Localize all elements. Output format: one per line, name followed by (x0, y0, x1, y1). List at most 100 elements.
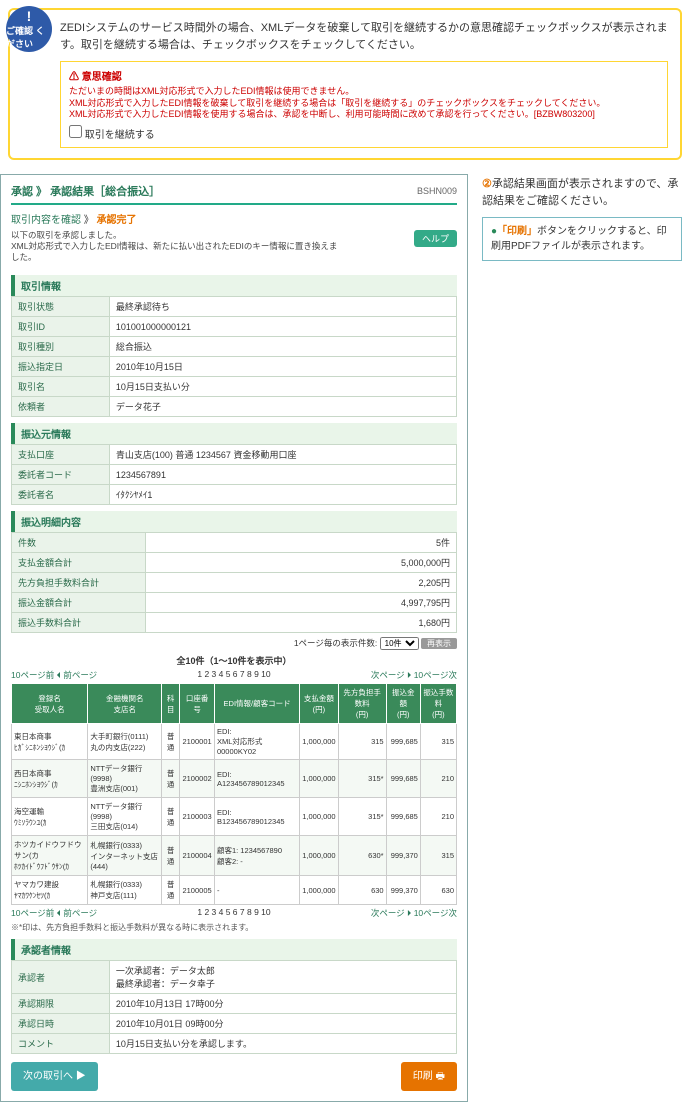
kv-key: 支払金額合計 (12, 553, 146, 573)
kv-key: 支払口座 (12, 445, 110, 465)
panel-code: BSHN009 (417, 186, 457, 196)
cell: 2100004 (180, 836, 215, 876)
warn-title: 意思確認 (69, 68, 659, 83)
cell: ヤマカワ建設 ﾔﾏｶﾜｹﾝｾﾂ(ｶ (12, 876, 88, 905)
kv-key: 承認期限 (12, 994, 110, 1014)
next-txn-button[interactable]: 次の取引へ ▶ (11, 1062, 98, 1091)
kv-key: 依頼者 (12, 397, 110, 417)
notice-badge: ご確認 ください (6, 6, 52, 52)
cell: 999,685 (386, 798, 420, 836)
kv-value: 10月15日支払い分 (109, 377, 456, 397)
kv-key: 取引状態 (12, 297, 110, 317)
status-value: 承認完了 (97, 215, 137, 226)
kv-key: 振込指定日 (12, 357, 110, 377)
cell: 999,370 (386, 836, 420, 876)
col-header: EDI情報/顧客コード (214, 684, 299, 724)
cell: 1,000,000 (300, 760, 338, 798)
cell: - (214, 876, 299, 905)
cell: 210 (420, 798, 456, 836)
kv-value: 最終承認待ち (109, 297, 456, 317)
prev10-link-b[interactable]: 10ページ前 (11, 908, 54, 918)
section-src: 振込元情報 (11, 423, 457, 444)
pager-summary: 全10件（1～10件を表示中） (11, 654, 457, 667)
kv-value: 2,205円 (145, 573, 457, 593)
next10-link[interactable]: 10ページ次 (414, 670, 457, 680)
continue-checkbox-label: 取引を継続する (85, 130, 155, 141)
panel-title: 承認 》 承認結果［総合振込］ (11, 183, 160, 199)
page-numbers[interactable]: 1 2 3 4 5 6 7 8 9 10 (197, 669, 270, 681)
print-button[interactable]: 印刷 🖶 (401, 1062, 457, 1091)
approver-table: 承認者一次承認者：データ太郎 最終承認者：データ幸子承認期限2010年10月13… (11, 960, 457, 1054)
kv-key: 取引種別 (12, 337, 110, 357)
notice-badge-text: ご確認 ください (6, 24, 52, 50)
src-table: 支払口座青山支店(100) 普通 1234567 資金移動用口座委託者コード12… (11, 444, 457, 505)
help-button[interactable]: ヘルプ (414, 230, 457, 247)
col-header: 科目 (162, 684, 180, 724)
cell: 西日本商事 ﾆｼﾆﾎﾝｼﾖｳｼﾞ(ｶ (12, 760, 88, 798)
cell: 999,370 (386, 876, 420, 905)
status-line: 取引内容を確認 》 承認完了 (11, 211, 457, 226)
step-number: ② (482, 178, 492, 190)
kv-key: 件数 (12, 533, 146, 553)
cell: 海空運輸 ｳﾐｿﾗｳﾝﾕ(ｶ (12, 798, 88, 836)
continue-checkbox[interactable] (69, 125, 82, 138)
tip-box: ●「印刷」ボタンをクリックすると、印刷用PDFファイルが表示されます。 (482, 217, 682, 261)
cell: 普通 (162, 760, 180, 798)
cell: 普通 (162, 836, 180, 876)
kv-value: 10月15日支払い分を承認します。 (109, 1034, 456, 1054)
cell: 210 (420, 760, 456, 798)
kv-value: 1234567891 (109, 465, 456, 485)
prev-link[interactable]: 前ページ (63, 670, 97, 680)
panel-title-row: 承認 》 承認結果［総合振込］ BSHN009 (11, 183, 457, 205)
prev-link-b[interactable]: 前ページ (63, 908, 97, 918)
next-link[interactable]: 次ページ (371, 670, 405, 680)
prev-arrow-icon: ⏴ (57, 908, 61, 918)
cell: 630 (420, 876, 456, 905)
txn-table: 取引状態最終承認待ち取引ID101001000000121取引種別総合振込振込指… (11, 296, 457, 417)
kv-value: 総合振込 (109, 337, 456, 357)
warn-box: 意思確認 ただいまの時間はXML対応形式で入力したEDI情報は使用できません。 … (60, 61, 668, 148)
kv-value: 4,997,795円 (145, 593, 457, 613)
next10-link-b[interactable]: 10ページ次 (414, 908, 457, 918)
kv-value: 2010年10月15日 (109, 357, 456, 377)
prev10-link[interactable]: 10ページ前 (11, 670, 54, 680)
col-header: 口座番号 (180, 684, 215, 724)
prev-arrow-icon: ⏴ (57, 670, 61, 680)
kv-key: 委託者名 (12, 485, 110, 505)
next-link-b[interactable]: 次ページ (371, 908, 405, 918)
col-header: 支払金額 (円) (300, 684, 338, 724)
kv-key: 先方負担手数料合計 (12, 573, 146, 593)
page-controls-top: 10ページ前 ⏴ 前ページ 1 2 3 4 5 6 7 8 9 10 次ページ … (11, 669, 457, 681)
next-arrow-icon: ⏵ (407, 908, 411, 918)
col-header: 振込金額 (円) (386, 684, 420, 724)
table-row: 西日本商事 ﾆｼﾆﾎﾝｼﾖｳｼﾞ(ｶNTTデータ銀行(9998) 豊洲支店(00… (12, 760, 457, 798)
kv-value: ｲﾀｸｼﾔﾒｲ1 (109, 485, 456, 505)
kv-key: コメント (12, 1034, 110, 1054)
per-page-label: 1ページ毎の表示件数: (294, 638, 377, 648)
kv-value: 一次承認者：データ太郎 最終承認者：データ幸子 (109, 961, 456, 994)
col-header: 金融機関名 支店名 (88, 684, 162, 724)
col-header: 振込手数料 (円) (420, 684, 456, 724)
cell: 630* (338, 836, 386, 876)
kv-value: 青山支店(100) 普通 1234567 資金移動用口座 (109, 445, 456, 465)
kv-key: 取引ID (12, 317, 110, 337)
per-page-select[interactable]: 10件 (380, 637, 419, 650)
cell: 1,000,000 (300, 798, 338, 836)
cell: 顧客1: 1234567890 顧客2: - (214, 836, 299, 876)
table-row: ヤマカワ建設 ﾔﾏｶﾜｹﾝｾﾂ(ｶ札幌銀行(0333) 神戸支店(111)普通2… (12, 876, 457, 905)
notice-box: ご確認 ください ZEDIシステムのサービス時間外の場合、XMLデータを破棄して… (8, 8, 682, 160)
cell: 315* (338, 798, 386, 836)
transfer-detail-table: 登録名 受取人名金融機関名 支店名科目口座番号EDI情報/顧客コード支払金額 (… (11, 683, 457, 905)
cell: ホツカイドウフドウサン(カ ﾎﾂｶｲﾄﾞｳﾌﾄﾞｳｻﾝ(ｶ (12, 836, 88, 876)
kv-key: 振込金額合計 (12, 593, 146, 613)
section-detail: 振込明細内容 (11, 511, 457, 532)
cell: 999,685 (386, 724, 420, 760)
step-caption: ②承認結果画面が表示されますので、承認結果をご確認ください。 (482, 176, 682, 209)
kv-value: 2010年10月13日 17時00分 (109, 994, 456, 1014)
refresh-button[interactable]: 再表示 (421, 638, 457, 649)
kv-value: 5件 (145, 533, 457, 553)
page-numbers-b[interactable]: 1 2 3 4 5 6 7 8 9 10 (197, 907, 270, 919)
cell: 札幌銀行(0333) 神戸支店(111) (88, 876, 162, 905)
cell: 大手町銀行(0111) 丸の内支店(222) (88, 724, 162, 760)
kv-value: データ花子 (109, 397, 456, 417)
